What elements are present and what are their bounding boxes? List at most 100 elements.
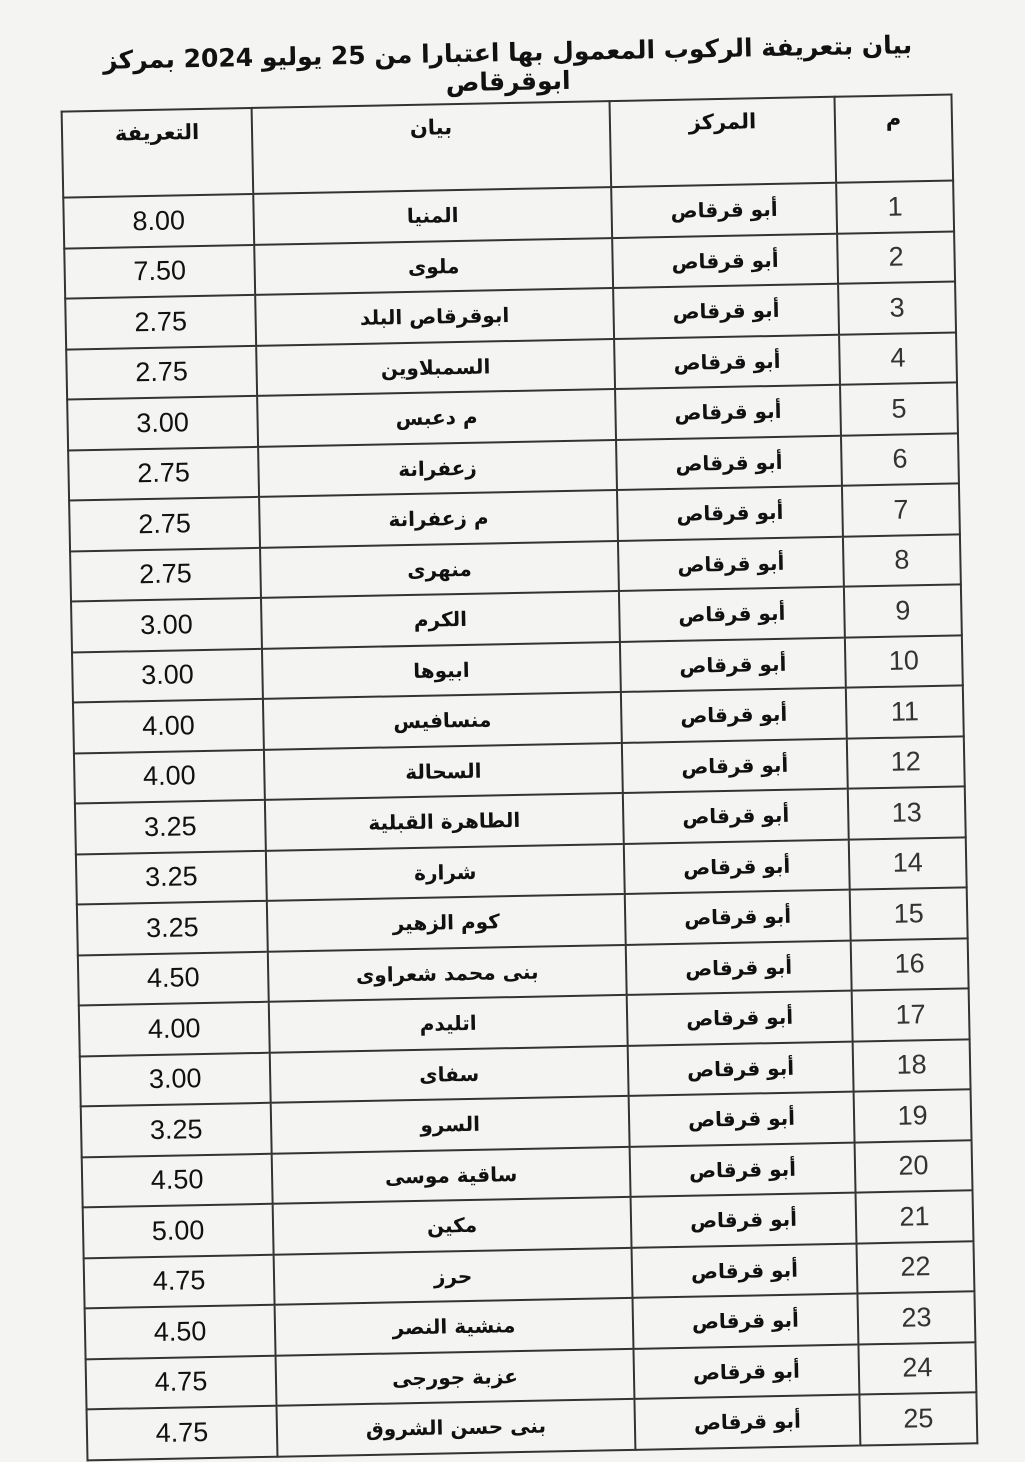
row-fare: 5.00 xyxy=(82,1203,274,1258)
fare-table: م المركز بيان التعريفة 1 أبو قرقاص المنيا 8… xyxy=(61,93,979,1460)
row-index: 5 xyxy=(840,382,958,436)
row-center: أبو قرقاص xyxy=(618,586,845,642)
document-title: بيان بتعريفة الركوب المعمول بها اعتبارا … xyxy=(102,30,913,98)
row-center: أبو قرقاص xyxy=(625,940,852,995)
row-center: أبو قرقاص xyxy=(622,788,849,844)
row-index: 24 xyxy=(858,1341,977,1395)
row-index: 7 xyxy=(841,483,960,537)
row-fare: 7.50 xyxy=(64,244,256,299)
row-statement: سفاى xyxy=(269,1045,629,1103)
row-statement: الطاهرة القبلية xyxy=(264,792,624,851)
row-center: أبو قرقاص xyxy=(633,1344,860,1399)
row-statement: كوم الزهير xyxy=(266,893,626,952)
row-index: 11 xyxy=(845,685,964,739)
row-index: 13 xyxy=(847,786,966,840)
row-index: 8 xyxy=(842,533,961,587)
header-center: المركز xyxy=(609,96,837,188)
row-index: 3 xyxy=(838,281,957,335)
row-fare: 3.25 xyxy=(80,1102,272,1157)
row-statement: منسافيس xyxy=(262,691,622,750)
row-center: أبو قرقاص xyxy=(630,1192,857,1248)
row-fare: 4.00 xyxy=(72,698,264,753)
document-page: بيان بتعريفة الركوب المعمول بها اعتبارا … xyxy=(61,30,978,1460)
row-statement: الكرم xyxy=(260,590,620,649)
row-fare: 4.75 xyxy=(83,1254,275,1309)
row-center: أبو قرقاص xyxy=(634,1394,861,1450)
row-center: أبو قرقاص xyxy=(629,1142,856,1197)
row-center: أبو قرقاص xyxy=(631,1243,858,1298)
row-statement: مكين xyxy=(272,1196,632,1255)
row-statement: زعفرانة xyxy=(258,439,617,497)
row-statement: ابوقرقاص البلد xyxy=(255,288,615,346)
row-index: 14 xyxy=(848,836,967,890)
row-statement: منشية النصر xyxy=(274,1297,634,1356)
row-statement: حرز xyxy=(273,1247,633,1305)
row-fare: 2.75 xyxy=(69,496,261,552)
row-fare: 4.75 xyxy=(86,1405,278,1460)
row-center: أبو قرقاص xyxy=(613,283,840,339)
row-statement: بنى محمد شعراوى xyxy=(267,944,627,1002)
row-index: 20 xyxy=(854,1139,973,1193)
row-fare: 4.00 xyxy=(73,749,265,804)
row-center: أبو قرقاص xyxy=(623,839,850,894)
row-statement: بنى حسن الشروق xyxy=(276,1398,636,1457)
row-index: 15 xyxy=(849,887,968,941)
row-center: أبو قرقاص xyxy=(632,1293,859,1349)
row-fare: 3.25 xyxy=(76,900,268,955)
row-fare: 3.25 xyxy=(74,799,266,854)
row-index: 23 xyxy=(857,1291,976,1345)
row-fare: 2.75 xyxy=(66,345,258,400)
row-center: أبو قرقاص xyxy=(626,990,853,1046)
row-index: 10 xyxy=(844,634,963,688)
row-fare: 4.50 xyxy=(84,1304,276,1359)
row-fare: 3.00 xyxy=(67,395,259,451)
row-center: أبو قرقاص xyxy=(624,889,851,945)
row-index: 25 xyxy=(859,1392,978,1446)
row-center: أبو قرقاص xyxy=(619,637,846,692)
row-fare: 2.75 xyxy=(70,547,261,602)
row-statement: السحالة xyxy=(263,742,623,800)
row-statement: ابيوها xyxy=(261,641,621,699)
row-fare: 4.50 xyxy=(81,1153,273,1208)
row-index: 2 xyxy=(837,230,956,284)
row-center: أبو قرقاص xyxy=(612,233,839,289)
row-fare: 2.75 xyxy=(65,294,257,350)
row-center: أبو قرقاص xyxy=(614,334,841,390)
row-statement: السمبلاوين xyxy=(256,338,616,396)
header-index: م xyxy=(834,94,954,183)
row-index: 16 xyxy=(850,937,969,991)
row-statement: م دعبس xyxy=(257,389,617,447)
row-fare: 3.25 xyxy=(75,850,267,905)
row-statement: ملوى xyxy=(254,237,614,295)
row-center: أبو قرقاص xyxy=(615,384,841,440)
row-index: 6 xyxy=(840,432,959,486)
row-fare: 4.75 xyxy=(85,1355,277,1410)
row-statement: اتليدم xyxy=(268,994,628,1053)
row-fare: 3.00 xyxy=(71,597,262,652)
row-fare: 8.00 xyxy=(63,193,255,249)
row-index: 1 xyxy=(836,180,955,234)
row-statement: شرارة xyxy=(265,843,625,901)
row-index: 19 xyxy=(853,1089,972,1143)
row-index: 4 xyxy=(839,331,957,385)
row-index: 17 xyxy=(851,988,970,1042)
row-index: 12 xyxy=(846,735,965,789)
row-center: أبو قرقاص xyxy=(617,536,844,591)
header-fare: التعريفة xyxy=(61,107,254,198)
row-index: 18 xyxy=(852,1038,971,1092)
row-center: أبو قرقاص xyxy=(616,485,843,541)
row-fare: 3.00 xyxy=(71,648,263,703)
row-index: 21 xyxy=(855,1190,974,1244)
row-statement: ساقية موسى xyxy=(271,1146,631,1204)
row-center: أبو قرقاص xyxy=(611,182,838,238)
row-index: 22 xyxy=(856,1240,975,1294)
row-statement: م زعفرانة xyxy=(259,490,618,548)
row-fare: 3.00 xyxy=(79,1052,271,1107)
row-index: 9 xyxy=(843,584,962,638)
row-center: أبو قرقاص xyxy=(621,738,848,793)
row-statement: المنيا xyxy=(253,187,613,245)
row-statement: منهرى xyxy=(260,540,619,598)
row-fare: 4.00 xyxy=(78,1001,270,1056)
row-center: أبو قرقاص xyxy=(616,435,842,491)
header-statement: بيان xyxy=(251,101,612,194)
